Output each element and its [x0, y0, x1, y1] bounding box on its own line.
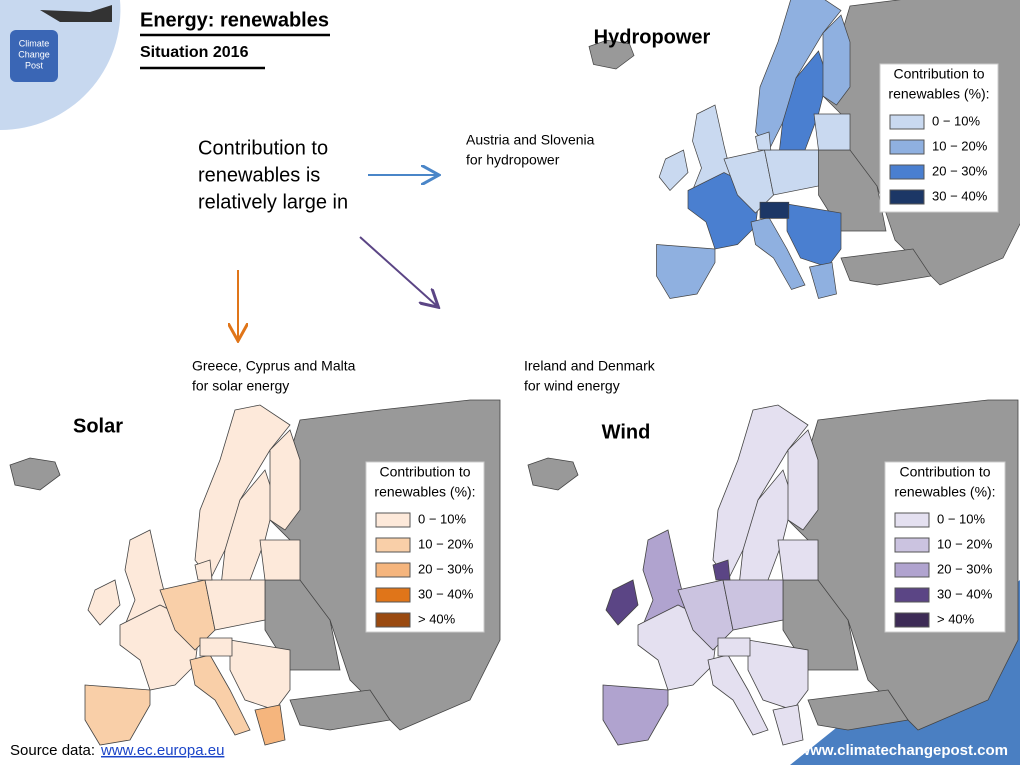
country	[813, 113, 851, 151]
country	[269, 429, 301, 531]
country	[9, 457, 61, 491]
country	[656, 244, 716, 299]
legend-swatch	[375, 562, 411, 578]
country	[822, 14, 851, 106]
country	[259, 539, 301, 581]
intro-text: Contribution to	[198, 137, 328, 159]
legend-box	[884, 461, 1006, 633]
country	[777, 539, 819, 581]
legend-swatch	[889, 164, 925, 180]
annotation: for solar energy	[192, 378, 289, 394]
country	[194, 559, 213, 581]
legend-swatch	[889, 189, 925, 205]
country	[199, 637, 233, 657]
annotation: for hydropower	[466, 152, 560, 168]
logo-text: Post	[25, 60, 44, 70]
logo-text: Change	[18, 49, 50, 59]
legend-swatch	[375, 512, 411, 528]
legend-title: renewables (%):	[888, 86, 989, 102]
legend-label: 20 − 30%	[418, 561, 474, 576]
country	[87, 579, 121, 626]
subtitle: Situation 2016	[140, 44, 249, 61]
country	[289, 689, 391, 731]
title: Energy: renewables	[140, 9, 329, 31]
country	[605, 579, 639, 626]
annotation: Ireland and Denmark	[524, 358, 656, 374]
country	[602, 684, 669, 746]
legend-swatch	[375, 537, 411, 553]
source-link[interactable]: www.ec.europa.eu	[100, 742, 224, 759]
country	[527, 457, 579, 491]
map-title: Hydropower	[594, 26, 711, 48]
legend-swatch	[889, 139, 925, 155]
legend-label: 10 − 20%	[937, 536, 993, 551]
legend-swatch	[375, 612, 411, 628]
map-title: Wind	[602, 421, 651, 443]
legend-label: 20 − 30%	[937, 561, 993, 576]
legend-swatch	[894, 587, 930, 603]
country	[229, 639, 291, 711]
legend-label: 0 − 10%	[937, 511, 986, 526]
annotation: for wind energy	[524, 378, 620, 394]
country	[759, 201, 790, 219]
legend-swatch	[375, 587, 411, 603]
logo-hand	[40, 5, 112, 22]
country	[809, 262, 837, 299]
legend-label: 30 − 40%	[937, 586, 993, 601]
country	[658, 149, 689, 192]
map	[527, 399, 1019, 746]
legend-swatch	[894, 562, 930, 578]
legend-label: 30 − 40%	[418, 586, 474, 601]
legend-label: 10 − 20%	[932, 138, 988, 153]
legend-title: Contribution to	[379, 464, 470, 480]
annotation: Greece, Cyprus and Malta	[192, 358, 356, 374]
logo-badge	[10, 30, 58, 82]
country	[755, 131, 772, 151]
country	[786, 203, 842, 268]
intro-text: relatively large in	[198, 191, 348, 213]
source-label: Source data:	[10, 742, 95, 759]
legend-label: > 40%	[418, 611, 456, 626]
annotation: Austria and Slovenia	[466, 132, 595, 148]
country	[204, 579, 266, 631]
country	[747, 639, 809, 711]
legend-swatch	[894, 512, 930, 528]
country	[772, 704, 804, 746]
country	[712, 559, 731, 581]
legend-label: 20 − 30%	[932, 163, 988, 178]
country	[840, 248, 932, 286]
maps	[9, 0, 1020, 746]
country	[707, 654, 769, 736]
legend-title: renewables (%):	[894, 484, 995, 500]
legend-title: Contribution to	[893, 66, 984, 82]
legend-title: Contribution to	[899, 464, 990, 480]
intro-text: renewables is	[198, 164, 320, 186]
country	[84, 684, 151, 746]
legend-swatch	[894, 537, 930, 553]
legend-label: 10 − 20%	[418, 536, 474, 551]
legend-label: > 40%	[937, 611, 975, 626]
logo-text: Climate	[19, 38, 50, 48]
country	[807, 689, 909, 731]
legend-label: 30 − 40%	[932, 188, 988, 203]
legend-box	[879, 63, 999, 213]
legend-label: 0 − 10%	[932, 113, 981, 128]
country	[787, 429, 819, 531]
country	[588, 39, 635, 70]
country	[750, 217, 806, 290]
country	[189, 654, 251, 736]
legend-label: 0 − 10%	[418, 511, 467, 526]
country	[254, 704, 286, 746]
country	[764, 149, 819, 196]
country	[722, 579, 784, 631]
legend-swatch	[889, 114, 925, 130]
country	[717, 637, 751, 657]
legend-swatch	[894, 612, 930, 628]
legend-title: renewables (%):	[374, 484, 475, 500]
map-title: Solar	[73, 415, 123, 437]
website[interactable]: www.climatechangepost.com	[798, 742, 1009, 759]
arrow	[359, 236, 437, 306]
